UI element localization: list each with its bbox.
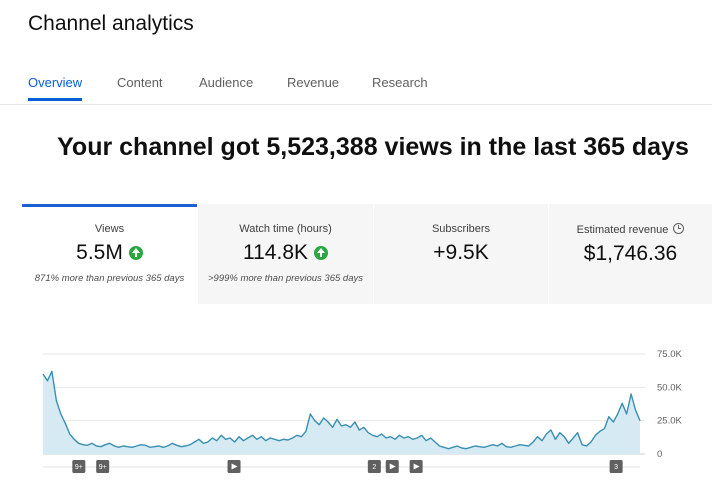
clock-icon[interactable] (673, 223, 685, 234)
metric-card-revenue[interactable]: Estimated revenue $1,746.36 (549, 204, 712, 304)
marker-label: 2 (372, 464, 376, 471)
metric-delta: 871% more than previous 365 days (34, 273, 185, 284)
metric-card-watch-time[interactable]: Watch time (hours) 114.8K >999% more tha… (198, 204, 373, 304)
views-line (42, 370, 641, 450)
metric-value: 114.8K (243, 241, 308, 264)
metric-label: Subscribers (431, 223, 491, 235)
marker-label: 3 (614, 464, 618, 471)
video-marker (96, 460, 110, 473)
play-icon (413, 463, 420, 470)
tab-bar: Overview Content Audience Revenue Resear… (0, 70, 712, 105)
metric-value: $1,746.36 (583, 242, 678, 265)
views-chart: 75.0K 50.0K 25.0K 0 9+ 9+ 2 3 (0, 304, 712, 490)
views-area (43, 371, 640, 454)
video-marker (72, 460, 86, 473)
tab-content[interactable]: Content (117, 75, 163, 90)
metric-delta: >999% more than previous 365 days (207, 273, 363, 284)
play-icon (231, 463, 238, 470)
tab-revenue[interactable]: Revenue (287, 75, 340, 90)
page-title: Channel analytics (28, 12, 194, 35)
metric-label: Views (94, 223, 125, 235)
metric-card-views[interactable]: Views 5.5M 871% more than previous 365 d… (22, 204, 197, 304)
marker-label: 9+ (99, 464, 107, 471)
tab-audience[interactable]: Audience (199, 75, 254, 90)
metric-card-subscribers[interactable]: Subscribers +9.5K (374, 204, 548, 304)
y-tick-label: 25.0K (657, 416, 682, 427)
metric-label: Watch time (hours) (239, 223, 332, 235)
views-headline: Your channel got 5,523,388 views in the … (57, 133, 689, 161)
y-tick-label: 50.0K (657, 382, 682, 393)
video-marker (609, 460, 623, 473)
metric-cards: Views 5.5M 871% more than previous 365 d… (22, 204, 712, 304)
metric-label: Estimated revenue (576, 224, 669, 236)
y-tick-label: 0 (657, 449, 662, 460)
views-chart-svg: 75.0K 50.0K 25.0K 0 9+ 9+ 2 3 (42, 349, 682, 473)
arrow-up-circle-icon (314, 246, 328, 260)
y-tick-label: 75.0K (657, 349, 682, 360)
metric-value: +9.5K (433, 241, 489, 264)
play-icon (389, 463, 396, 470)
arrow-up-circle-icon (128, 246, 143, 260)
metric-value: 5.5M (76, 241, 123, 264)
video-marker (367, 460, 381, 473)
tab-research[interactable]: Research (372, 75, 428, 90)
marker-label: 9+ (75, 464, 83, 471)
tab-overview[interactable]: Overview (28, 75, 83, 101)
